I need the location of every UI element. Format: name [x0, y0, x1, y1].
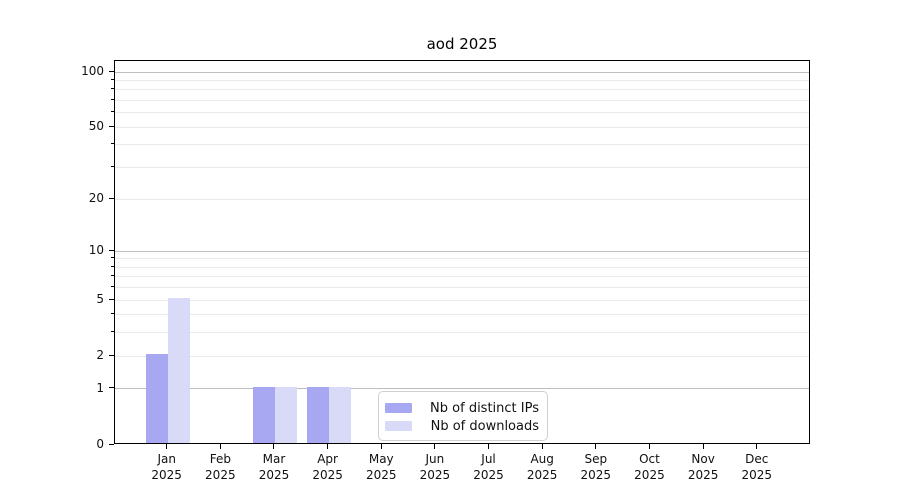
y-tick-label: 20 [88, 191, 104, 205]
y-tick-label: 10 [88, 243, 104, 258]
chart-title: aod 2025 [426, 35, 498, 53]
x-tick-label: May 2025 [365, 452, 397, 482]
y-tick-mark [109, 354, 114, 356]
legend-swatch-distinct-ips [385, 403, 412, 413]
y-tick-mark [109, 443, 114, 445]
y-gridline-minor [115, 126, 809, 128]
y-minor-tick-mark [111, 143, 114, 145]
legend-label: Nb of distinct IPs [430, 400, 539, 416]
legend-item: Nb of distinct IPs [385, 399, 539, 417]
legend-swatch-downloads [385, 421, 412, 431]
y-minor-tick-mark [111, 166, 114, 168]
x-tick-label: Apr 2025 [312, 452, 343, 482]
y-minor-tick-mark [111, 99, 114, 101]
y-tick-mark [109, 125, 114, 127]
x-tick-mark [166, 444, 168, 449]
bar-distinct-ips [306, 387, 329, 443]
y-gridline-minor [115, 332, 809, 334]
x-tick-mark [541, 444, 543, 449]
bar-downloads [274, 387, 297, 443]
y-minor-tick-mark [111, 313, 114, 315]
y-gridline-minor [115, 80, 809, 82]
y-gridline-minor [115, 112, 809, 114]
y-gridline-minor [115, 100, 809, 102]
y-gridline-major [115, 250, 809, 252]
y-gridline-minor [115, 258, 809, 260]
y-minor-tick-mark [111, 286, 114, 288]
y-gridline-minor [115, 198, 809, 200]
y-tick-label: 5 [96, 292, 104, 307]
y-minor-tick-mark [111, 79, 114, 81]
x-tick-label: Oct 2025 [634, 452, 665, 482]
y-tick-mark [109, 387, 114, 389]
y-minor-tick-mark [111, 88, 114, 90]
y-gridline-minor [115, 287, 809, 289]
legend-item: Nb of downloads [385, 417, 539, 435]
y-gridline-major [115, 71, 809, 73]
y-tick-mark [109, 70, 114, 72]
y-gridline-minor [115, 299, 809, 301]
x-tick-mark [380, 444, 382, 449]
x-tick-mark [434, 444, 436, 449]
y-minor-tick-mark [111, 257, 114, 259]
legend: Nb of distinct IPs Nb of downloads [378, 391, 548, 441]
y-minor-tick-mark [111, 331, 114, 333]
y-gridline-minor [115, 266, 809, 268]
x-tick-mark [219, 444, 221, 449]
bar-distinct-ips [252, 387, 275, 443]
y-gridline-minor [115, 167, 809, 169]
y-minor-tick-mark [111, 111, 114, 113]
bar-distinct-ips [145, 354, 168, 443]
x-tick-label: Mar 2025 [258, 452, 290, 482]
bar-downloads [328, 387, 351, 443]
x-tick-label: Aug 2025 [526, 452, 558, 482]
x-tick-label: Nov 2025 [687, 452, 719, 482]
y-gridline-minor [115, 355, 809, 357]
x-tick-mark [273, 444, 275, 449]
y-tick-label: 100 [81, 64, 104, 79]
y-gridline-minor [115, 314, 809, 316]
x-tick-label: Jun 2025 [419, 452, 451, 482]
x-tick-mark [488, 444, 490, 449]
y-gridline-minor [115, 89, 809, 91]
y-minor-tick-mark [111, 265, 114, 267]
legend-label: Nb of downloads [430, 418, 539, 434]
y-tick-mark [109, 249, 114, 251]
bar-downloads [167, 298, 190, 443]
plot-area [114, 60, 810, 444]
y-gridline-minor [115, 144, 809, 146]
x-tick-mark [702, 444, 704, 449]
x-tick-label: Jul 2025 [473, 452, 504, 482]
y-tick-mark [109, 298, 114, 300]
x-tick-mark [756, 444, 758, 449]
x-tick-mark [327, 444, 329, 449]
x-tick-label: Dec 2025 [741, 452, 772, 482]
y-gridline-minor [115, 276, 809, 278]
y-minor-tick-mark [111, 275, 114, 277]
y-tick-mark [109, 197, 114, 199]
y-gridline-major [115, 388, 809, 390]
x-tick-mark [648, 444, 650, 449]
x-tick-label: Sep 2025 [580, 452, 612, 482]
x-tick-label: Jan 2025 [151, 452, 182, 482]
y-tick-label: 0 [96, 437, 104, 451]
y-tick-label: 2 [96, 348, 104, 363]
y-tick-label: 1 [96, 380, 104, 395]
x-tick-mark [595, 444, 597, 449]
y-tick-label: 50 [88, 119, 104, 134]
x-tick-label: Feb 2025 [205, 452, 236, 482]
